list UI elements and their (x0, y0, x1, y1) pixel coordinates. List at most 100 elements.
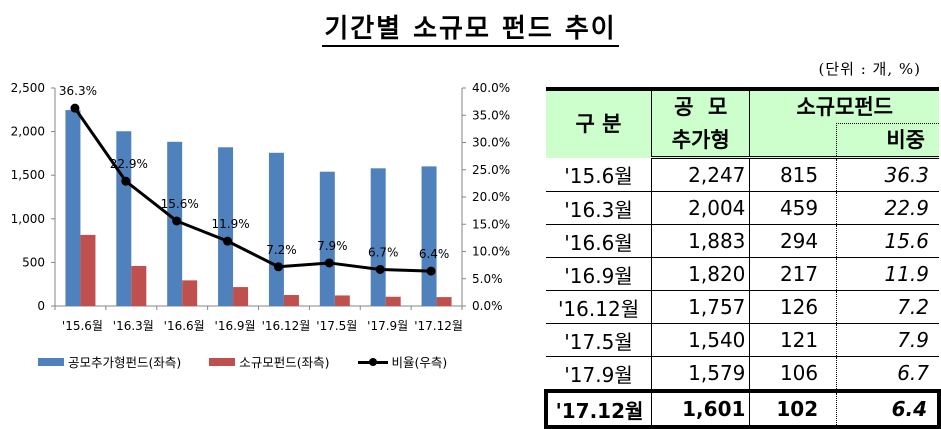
cell-small: 815 (749, 157, 838, 192)
legend-item-public: 공모추가형펀드(좌측) (38, 352, 181, 371)
legend-item-small: 소규모펀드(좌측) (209, 352, 330, 371)
unit-note: (단위 : 개, %) (818, 60, 921, 78)
table-row: '17.9월 1,579 106 6.7 (546, 356, 939, 392)
ratio-marker (223, 236, 233, 246)
cell-small: 106 (749, 356, 838, 392)
combo-chart: 0 500 1,000 1,500 2,000 2,500 0.0% 5.0% 10.0% 15.… (11, 81, 510, 333)
ratio-marker (273, 262, 283, 272)
bar-small (131, 265, 147, 306)
x-tick-label: '16.6월 (164, 319, 205, 333)
cell-public: 1,820 (651, 257, 751, 291)
legend-swatch-blue (38, 357, 64, 366)
cell-period: '15.6월 (546, 157, 653, 192)
bar-small (182, 280, 198, 306)
header-public-line2: 추가형 (651, 123, 751, 159)
right-tick-label: 5.0% (472, 272, 503, 286)
ratio-data-label: 6.7% (368, 245, 399, 259)
legend-item-ratio: 비율(우측) (357, 352, 447, 371)
bar-public (268, 152, 284, 306)
bar-public (319, 171, 335, 306)
right-tick-label: 25.0% (472, 163, 510, 177)
cell-small: 217 (749, 257, 838, 291)
right-tick-label: 0.0% (472, 299, 503, 313)
bar-public (218, 147, 234, 306)
cell-period: '17.5월 (546, 323, 653, 357)
bar-public (370, 168, 386, 306)
bar-small (385, 296, 401, 306)
table-body: '15.6월 2,247 815 36.3'16.3월 2,004 459 22.9'16.… (544, 157, 941, 429)
ratio-data-label: 15.6% (161, 197, 199, 211)
ratio-marker (172, 216, 182, 226)
header-small: 소규모펀드 (749, 87, 939, 124)
cell-ratio: 7.2 (836, 290, 939, 324)
page-title: 기간별 소규모 펀드 추이 (0, 8, 941, 47)
cell-public: 1,579 (651, 356, 751, 392)
data-table: 구 분 공 모 소규모펀드 추가형 비중 '15.6월 2,247 815 36.3 '… (544, 87, 941, 429)
right-tick-label: 30.0% (472, 136, 510, 150)
ratio-data-label: 7.9% (317, 239, 348, 253)
ratio-marker (121, 176, 131, 186)
bar-small (334, 295, 350, 306)
cell-ratio: 11.9 (836, 257, 939, 291)
table-row: '16.6월 1,883 294 15.6 (546, 224, 939, 258)
cell-period: '16.6월 (546, 224, 653, 258)
header-category: 구 분 (546, 87, 653, 158)
right-tick-label: 10.0% (472, 245, 510, 259)
left-tick-label: 2,000 (11, 125, 45, 139)
cell-public: 1,757 (651, 290, 751, 324)
cell-period: '16.12월 (546, 290, 653, 324)
x-tick-label: '17.12월 (414, 319, 463, 333)
cell-ratio: 6.4 (836, 389, 941, 429)
header-ratio: 비중 (836, 123, 939, 159)
legend-line-marker-icon (357, 357, 388, 367)
table-row: '16.3월 2,004 459 22.9 (546, 191, 939, 225)
x-tick-label: '16.3월 (113, 319, 154, 333)
ratio-data-label: 11.9% (212, 217, 250, 231)
cell-period: '16.9월 (546, 257, 653, 291)
cell-ratio: 15.6 (836, 224, 939, 258)
cell-ratio: 6.7 (836, 356, 939, 392)
left-tick-label: 1,500 (11, 168, 45, 182)
bar-small (283, 295, 299, 306)
right-tick-label: 40.0% (472, 81, 510, 95)
ratio-data-label: 36.3% (59, 84, 97, 98)
ratio-marker (70, 103, 80, 113)
header-public-line1: 공 모 (651, 87, 751, 124)
cell-small: 459 (749, 191, 838, 225)
table-row: '16.12월 1,757 126 7.2 (546, 290, 939, 324)
left-tick-label: 500 (22, 255, 45, 269)
cell-public: 2,004 (651, 191, 751, 225)
cell-small: 121 (749, 323, 838, 357)
ratio-marker (375, 264, 385, 274)
table-row: '16.9월 1,820 217 11.9 (546, 257, 939, 291)
bar-small (436, 297, 452, 306)
table-row: '17.12월 1,601 102 6.4 (544, 389, 941, 429)
right-tick-label: 20.0% (472, 190, 510, 204)
ratio-marker (426, 266, 436, 276)
cell-small: 126 (749, 290, 838, 324)
left-tick-label: 0 (37, 299, 45, 313)
cell-public: 2,247 (651, 157, 751, 192)
left-tick-label: 2,500 (11, 81, 45, 95)
right-tick-label: 35.0% (472, 108, 510, 122)
ratio-marker (324, 258, 334, 268)
ratio-line (73, 107, 432, 273)
cell-public: 1,883 (651, 224, 751, 258)
cell-ratio: 22.9 (836, 191, 939, 225)
right-tick-label: 15.0% (472, 217, 510, 231)
x-tick-label: '17.5월 (316, 319, 357, 333)
table-row: '17.5월 1,540 121 7.9 (546, 323, 939, 357)
cell-small: 102 (749, 389, 838, 429)
bar-small (80, 234, 96, 306)
x-tick-label: '16.12월 (262, 319, 311, 333)
bar-small (233, 287, 249, 306)
cell-period: '17.9월 (546, 356, 653, 392)
cell-ratio: 36.3 (836, 157, 939, 192)
bar-public (65, 110, 81, 306)
cell-period: '16.3월 (546, 191, 653, 225)
x-tick-label: '16.9월 (215, 319, 256, 333)
chart-legend: 공모추가형펀드(좌측) 소규모펀드(좌측) 비율(우측) (38, 352, 447, 371)
x-tick-label: '15.6월 (62, 319, 103, 333)
x-tick-label: '17.9월 (367, 319, 408, 333)
table-row: '15.6월 2,247 815 36.3 (546, 157, 939, 192)
